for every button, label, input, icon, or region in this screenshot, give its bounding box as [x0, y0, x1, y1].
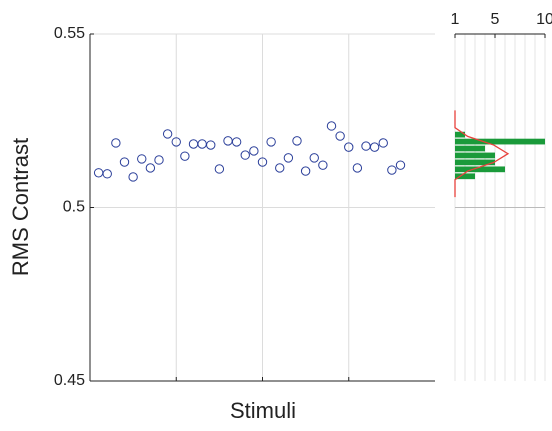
bar: [455, 173, 475, 180]
point: [352, 163, 363, 173]
point: [257, 157, 268, 167]
point: [335, 131, 345, 141]
bar: [455, 138, 545, 145]
point: [154, 155, 164, 165]
x-tick-label: 5: [491, 11, 500, 28]
point: [249, 146, 259, 156]
point: [145, 163, 156, 173]
point: [378, 138, 388, 148]
point: [300, 166, 311, 176]
point: [111, 138, 121, 148]
point: [188, 139, 199, 149]
point: [395, 160, 406, 170]
y-tick-label: 0.45: [54, 372, 85, 389]
point: [387, 165, 397, 175]
point: [119, 157, 130, 167]
x-tick-label: 1: [451, 11, 460, 28]
point: [214, 164, 225, 174]
point: [275, 163, 285, 173]
point: [344, 142, 354, 152]
bar: [455, 145, 485, 152]
point: [180, 151, 190, 161]
x-tick-label: 10: [536, 11, 552, 28]
point: [266, 137, 276, 147]
point: [361, 141, 371, 151]
bar: [455, 131, 465, 138]
point: [197, 139, 207, 149]
point: [240, 150, 250, 160]
point: [137, 154, 147, 164]
y-tick-label: 0.5: [63, 199, 85, 216]
bar: [455, 166, 505, 173]
point: [309, 153, 319, 163]
bar: [455, 152, 495, 159]
y-tick-label: 0.55: [54, 25, 85, 42]
point: [231, 137, 242, 147]
point: [223, 136, 233, 146]
fit-curve: [454, 110, 510, 198]
y-axis-label: RMS Contrast: [8, 138, 33, 276]
point: [326, 121, 337, 131]
point: [206, 140, 216, 150]
point: [318, 160, 328, 170]
point: [93, 168, 104, 178]
point: [369, 142, 380, 152]
point: [128, 172, 138, 182]
bar: [455, 159, 495, 166]
point: [292, 136, 302, 146]
point: [162, 129, 173, 139]
point: [102, 169, 112, 179]
x-axis-label: Stimuli: [230, 398, 296, 423]
point: [283, 153, 294, 163]
point: [171, 137, 181, 147]
